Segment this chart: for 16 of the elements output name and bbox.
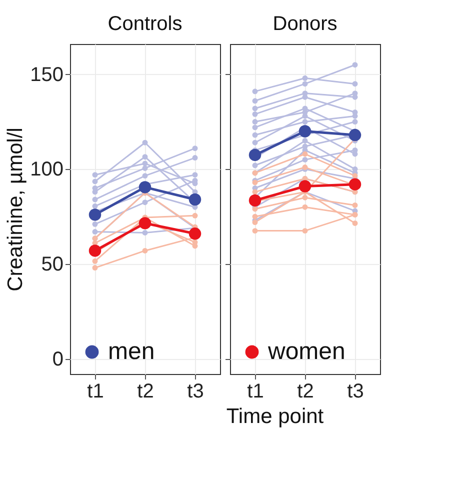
x-tick-label: t3 [187, 380, 204, 402]
x-tick-label: t1 [87, 380, 104, 402]
chart-title: Donors [272, 13, 338, 35]
legend-label: men [108, 338, 155, 365]
y-tick-label: 0 [52, 348, 64, 370]
y-tick-label: 50 [41, 254, 64, 276]
legend-label: women [267, 338, 346, 365]
x-axis-title: Time point [225, 405, 325, 429]
x-tick-label: t2 [297, 380, 314, 402]
y-tick-label: 100 [30, 158, 64, 181]
y-tick-label: 150 [30, 64, 64, 86]
chart-title: Controls [108, 13, 182, 35]
x-tick-label: t1 [247, 380, 264, 402]
y-axis-title: Creatinine, µmol/l [4, 128, 28, 292]
x-tick-label: t3 [347, 380, 364, 402]
x-tick-label: t2 [137, 380, 154, 402]
